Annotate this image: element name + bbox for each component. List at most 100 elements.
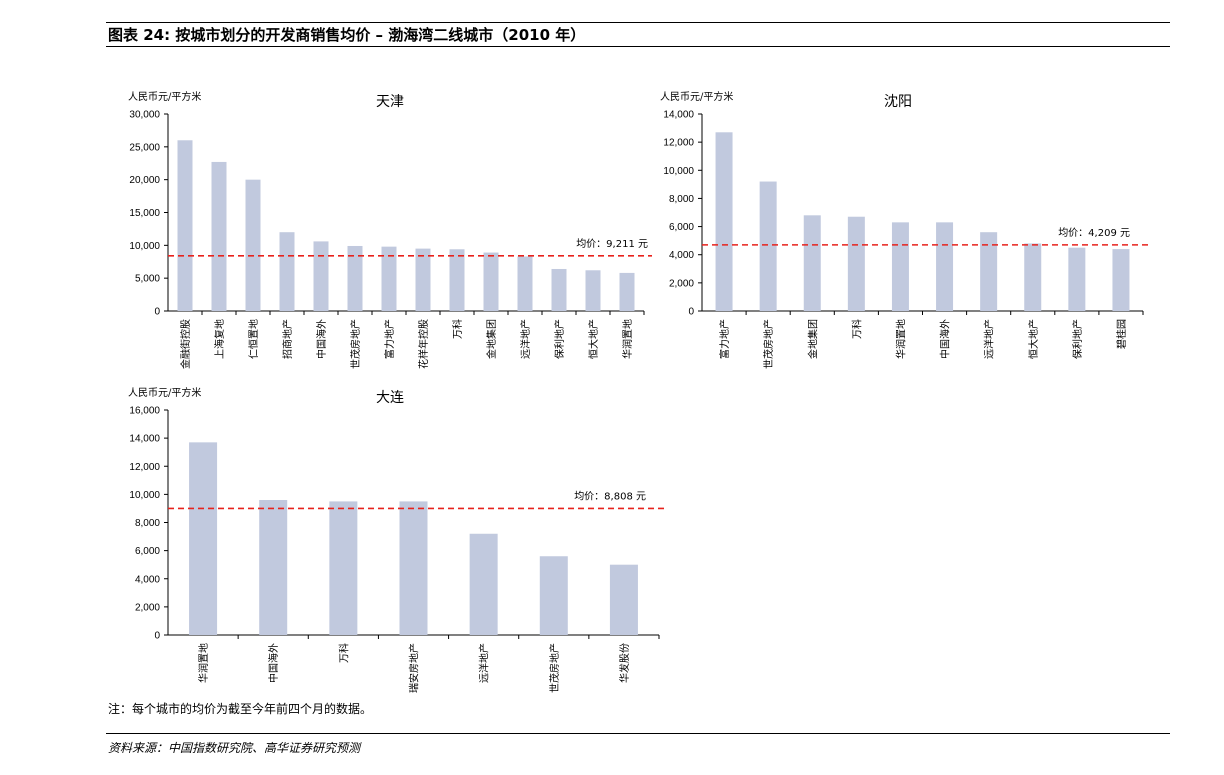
- y-tick-label: 12,000: [129, 462, 160, 473]
- y-tick-label: 2,000: [135, 602, 160, 613]
- category-label: 华润置地: [894, 319, 907, 359]
- chart-shenyang: 人民币元/平方米 沈阳 0 2,000 4,000 6,000 8,000 10,000 12,…: [660, 90, 1151, 369]
- y-tick-label: 4,000: [135, 574, 160, 585]
- bar-5: [936, 222, 954, 311]
- bar-4: [469, 533, 498, 635]
- chart-title: 沈阳: [884, 94, 912, 110]
- category-label: 万科: [850, 319, 863, 339]
- bottom-rule: [106, 733, 1170, 734]
- bar-2: [329, 501, 358, 635]
- category-label: 中国海外: [939, 319, 952, 359]
- bar-8: [449, 249, 465, 311]
- y-tick-label: 14,000: [663, 110, 694, 121]
- y-tick-label: 10,000: [663, 166, 694, 177]
- bar-4: [313, 241, 329, 311]
- bar-3: [399, 501, 428, 635]
- y-tick-label: 4,000: [669, 250, 694, 261]
- bar-2: [245, 179, 261, 311]
- y-tick-label: 30,000: [129, 110, 160, 121]
- chart-title: 大连: [376, 390, 404, 406]
- y-tick-label: 6,000: [135, 546, 160, 557]
- category-label: 富力地产: [383, 319, 396, 359]
- category-label: 招商地产: [281, 319, 294, 359]
- top-rule: [106, 22, 1170, 23]
- y-tick-label: 8,000: [135, 518, 160, 529]
- category-label: 世茂房地产: [548, 643, 561, 693]
- bar-10: [517, 256, 533, 311]
- y-tick-label: 2,000: [669, 278, 694, 289]
- category-label: 金地集团: [806, 319, 819, 359]
- bar-5: [539, 556, 568, 635]
- category-label: 碧桂园: [1115, 319, 1128, 349]
- category-label: 万科: [451, 319, 464, 339]
- bar-2: [803, 215, 821, 311]
- y-tick-label: 14,000: [129, 434, 160, 445]
- title-underline: [106, 46, 1170, 47]
- category-label: 远洋地产: [983, 319, 996, 359]
- average-label: 均价：9,211 元: [576, 238, 648, 250]
- y-unit-label: 人民币元/平方米: [660, 90, 733, 103]
- bar-0: [189, 442, 218, 635]
- category-label: 富力地产: [718, 319, 731, 359]
- category-label: 世茂房地产: [349, 319, 362, 369]
- y-tick-label: 5,000: [135, 274, 160, 285]
- bar-3: [279, 232, 295, 311]
- bar-0: [177, 140, 193, 311]
- category-label: 保利地产: [1071, 319, 1084, 359]
- y-unit-label: 人民币元/平方米: [128, 90, 201, 103]
- category-label: 远洋地产: [478, 643, 491, 683]
- category-label: 华润置地: [197, 643, 210, 683]
- category-label: 世茂房地产: [762, 319, 775, 369]
- bar-9: [1112, 249, 1130, 311]
- bar-3: [847, 216, 865, 311]
- y-tick-label: 25,000: [129, 142, 160, 153]
- category-label: 中国海外: [267, 643, 280, 683]
- y-tick-label: 10,000: [129, 241, 160, 252]
- bar-8: [1068, 247, 1086, 311]
- y-unit-label: 人民币元/平方米: [128, 386, 201, 399]
- source-note: 资料来源：中国指数研究院、高华证券研究预测: [108, 741, 361, 755]
- category-label: 仁恒置地: [247, 319, 260, 359]
- bar-13: [619, 272, 635, 311]
- bar-1: [211, 161, 227, 311]
- bar-6: [980, 232, 998, 311]
- bar-7: [415, 248, 431, 311]
- chart-tianjin: 人民币元/平方米 天津 0 5,000 10,000 15,000 20,000 25,000…: [128, 90, 652, 369]
- bar-7: [1024, 243, 1042, 311]
- category-label: 金融街控股: [179, 319, 192, 369]
- y-tick-label: 0: [154, 631, 160, 642]
- page-title: 图表 24: 按城市划分的开发商销售均价 – 渤海湾二线城市（2010 年）: [108, 26, 586, 44]
- category-label: 中国海外: [315, 319, 328, 359]
- bar-0: [715, 132, 733, 311]
- y-tick-label: 15,000: [129, 208, 160, 219]
- bar-5: [347, 245, 363, 311]
- bar-12: [585, 270, 601, 311]
- chart-title: 天津: [376, 94, 404, 110]
- category-label: 保利地产: [553, 319, 566, 359]
- average-label: 均价：4,209 元: [1058, 227, 1130, 239]
- average-label: 均价：8,808 元: [574, 490, 646, 502]
- bar-1: [759, 181, 777, 311]
- category-label: 远洋地产: [519, 319, 532, 359]
- y-tick-label: 16,000: [129, 406, 160, 417]
- category-label: 恒大地产: [587, 319, 600, 359]
- bar-11: [551, 268, 567, 311]
- bar-9: [483, 252, 499, 311]
- bar-6: [381, 246, 397, 311]
- category-label: 花样年控股: [417, 319, 430, 369]
- y-tick-label: 12,000: [663, 138, 694, 149]
- category-label: 金地集团: [485, 319, 498, 359]
- category-label: 华发股份: [618, 643, 631, 683]
- y-tick-label: 20,000: [129, 175, 160, 186]
- y-tick-label: 6,000: [669, 222, 694, 233]
- footnote: 注：每个城市的均价为截至今年前四个月的数据。: [108, 702, 373, 716]
- y-tick-label: 0: [688, 307, 694, 318]
- category-label: 恒大地产: [1027, 319, 1040, 359]
- y-tick-label: 10,000: [129, 490, 160, 501]
- y-tick-label: 0: [154, 307, 160, 318]
- category-label: 上海复地: [213, 319, 226, 359]
- bar-4: [891, 222, 909, 311]
- category-label: 瑞安房地产: [408, 643, 421, 693]
- category-label: 华润置地: [621, 319, 634, 359]
- bar-1: [259, 500, 288, 635]
